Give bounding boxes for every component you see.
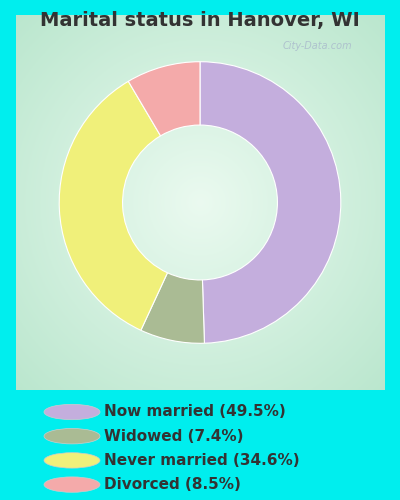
Circle shape — [44, 452, 100, 468]
Text: Never married (34.6%): Never married (34.6%) — [104, 453, 300, 468]
Circle shape — [44, 428, 100, 444]
Wedge shape — [200, 62, 341, 343]
Text: City-Data.com: City-Data.com — [283, 42, 352, 51]
Text: Widowed (7.4%): Widowed (7.4%) — [104, 428, 244, 444]
Text: Marital status in Hanover, WI: Marital status in Hanover, WI — [40, 11, 360, 30]
Wedge shape — [59, 82, 168, 330]
Text: Divorced (8.5%): Divorced (8.5%) — [104, 477, 241, 492]
Text: Now married (49.5%): Now married (49.5%) — [104, 404, 286, 419]
Circle shape — [44, 477, 100, 492]
Circle shape — [44, 404, 100, 419]
Wedge shape — [141, 273, 204, 344]
Wedge shape — [128, 62, 200, 136]
